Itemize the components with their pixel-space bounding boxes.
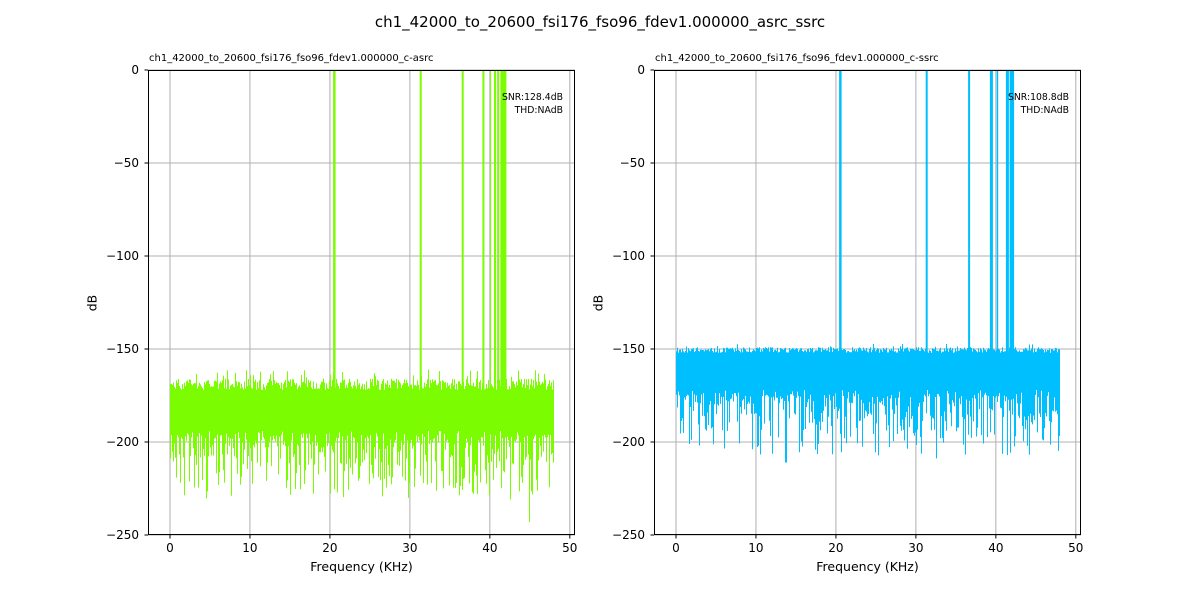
- y-tick-label: −100: [612, 249, 645, 263]
- axes-spine: [654, 70, 1081, 535]
- noise-spectrum-trace: [170, 369, 554, 522]
- x-axis-label: Frequency (KHz): [816, 559, 919, 574]
- x-tick-label: 30: [908, 541, 924, 555]
- tone-spike: [419, 70, 422, 416]
- x-axis-label: Frequency (KHz): [310, 559, 413, 574]
- noise-spectrum-trace: [676, 343, 1060, 463]
- x-tick-label: 50: [1068, 541, 1084, 555]
- tone-spike: [968, 70, 971, 372]
- tone-spike: [482, 70, 485, 416]
- x-tick-label: 40: [988, 541, 1004, 555]
- tone-spike: [500, 70, 507, 416]
- thd-value: THD:NAdB: [1020, 104, 1069, 116]
- x-tick-label: 30: [402, 541, 418, 555]
- subplot-title: ch1_42000_to_20600_fsi176_fso96_fdev1.00…: [149, 53, 434, 64]
- y-tick-label: −200: [612, 435, 645, 449]
- y-tick-label: −50: [619, 156, 645, 170]
- snr-thd-annotation: SNR:128.4dB THD:NAdB: [502, 92, 563, 117]
- x-tick-label: 0: [672, 541, 680, 555]
- subplot-title: ch1_42000_to_20600_fsi176_fso96_fdev1.00…: [655, 53, 939, 64]
- tone-spike: [1005, 70, 1009, 372]
- tone-spike: [333, 70, 336, 416]
- snr-thd-annotation: SNR:108.8dB THD:NAdB: [1008, 92, 1069, 117]
- snr-value: SNR:108.8dB: [1007, 92, 1069, 103]
- y-tick-label: −250: [612, 528, 645, 542]
- thd-value: THD:NAdB: [514, 104, 563, 116]
- x-tick-label: 10: [748, 541, 764, 555]
- x-tick-label: 50: [562, 541, 578, 555]
- y-axis-label: dB: [84, 294, 100, 311]
- subplot-c-ssrc: ch1_42000_to_20600_fsi176_fso96_fdev1.00…: [591, 53, 1084, 574]
- snr-value: SNR:128.4dB: [501, 92, 563, 103]
- axes-spine: [148, 70, 575, 535]
- tone-spike: [989, 70, 993, 372]
- tone-spike: [461, 70, 464, 416]
- tone-spike: [494, 70, 496, 416]
- plot-area: [650, 69, 1081, 539]
- x-tick-label: 0: [166, 541, 174, 555]
- y-tick-label: −100: [106, 249, 139, 263]
- tone-spike: [497, 70, 500, 416]
- y-tick-label: −250: [106, 528, 139, 542]
- x-tick-label: 10: [242, 541, 258, 555]
- y-axis-label: dB: [590, 294, 606, 311]
- y-tick-label: 0: [131, 63, 139, 77]
- tone-spike: [490, 70, 492, 416]
- y-tick-label: −200: [106, 435, 139, 449]
- tone-spike: [925, 70, 928, 372]
- tone-spike: [839, 70, 842, 372]
- tone-spike: [996, 70, 999, 372]
- plot-area: [144, 69, 575, 539]
- tone-spike: [1009, 70, 1015, 372]
- subplot-c-asrc: ch1_42000_to_20600_fsi176_fso96_fdev1.00…: [85, 53, 578, 574]
- x-tick-label: 40: [482, 541, 498, 555]
- x-tick-label: 20: [322, 541, 338, 555]
- x-tick-label: 20: [828, 541, 844, 555]
- y-tick-label: −150: [106, 342, 139, 356]
- y-tick-label: 0: [637, 63, 645, 77]
- y-tick-label: −50: [113, 156, 139, 170]
- figure-title: ch1_42000_to_20600_fsi176_fso96_fdev1.00…: [374, 13, 826, 31]
- y-tick-label: −150: [612, 342, 645, 356]
